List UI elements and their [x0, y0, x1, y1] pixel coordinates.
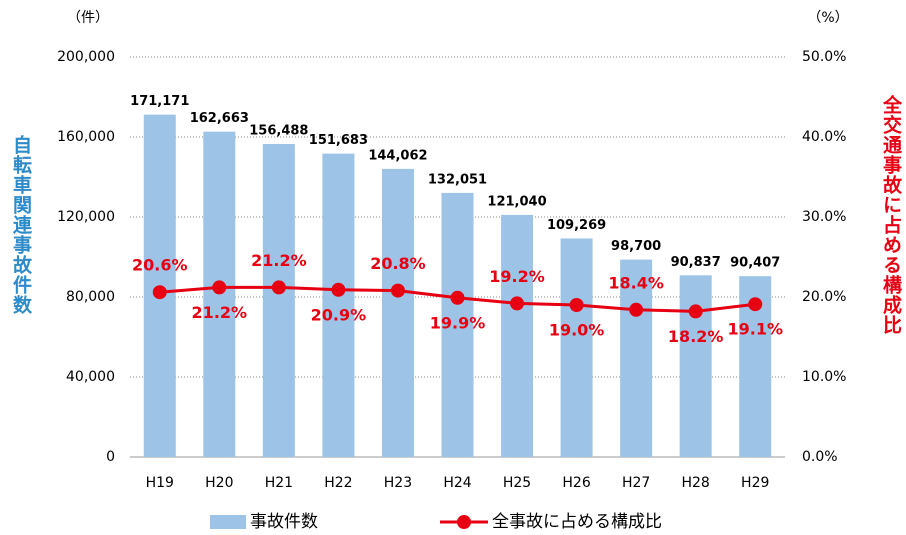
y2-axis-label: 全交通事故に占める構成比: [880, 95, 902, 335]
x-tick-label: H21: [265, 475, 293, 491]
bar-value-label: 90,407: [730, 256, 780, 271]
bar: [620, 259, 653, 457]
legend-swatch: [457, 515, 471, 529]
bar: [322, 153, 355, 457]
line-value-label: 21.2%: [251, 251, 307, 270]
bar-value-label: 121,040: [487, 194, 546, 209]
y-tick-label: 200,000: [57, 49, 115, 65]
y-tick-label: 120,000: [57, 209, 115, 225]
line-marker: [569, 298, 584, 312]
line-value-label: 19.1%: [727, 320, 783, 339]
y2-tick-label: 20.0%: [802, 289, 846, 305]
bar: [560, 238, 593, 457]
line-value-label: 18.2%: [668, 327, 724, 346]
y-tick-label: 160,000: [57, 129, 115, 145]
line-value-label: 20.8%: [370, 254, 426, 273]
bar: [441, 192, 474, 457]
y2-tick-label: 0.0%: [802, 449, 838, 465]
line-marker: [271, 280, 286, 295]
y-axis-label: 自転車関連事故件数: [10, 135, 32, 315]
line-marker: [152, 285, 167, 300]
line-marker: [510, 296, 525, 311]
x-tick-label: H25: [503, 475, 531, 491]
bar-value-label: 162,663: [190, 111, 249, 126]
x-tick-label: H20: [205, 475, 233, 491]
line-value-label: 19.2%: [489, 267, 545, 286]
line-value-label: 19.9%: [430, 313, 486, 332]
line-marker: [748, 297, 763, 312]
y-tick-label: 80,000: [66, 289, 115, 305]
line-value-label: 19.0%: [549, 321, 605, 340]
y-tick-label: 40,000: [66, 369, 115, 385]
line-marker: [688, 304, 703, 319]
legend-label: 全事故に占める構成比: [492, 512, 662, 532]
bar: [381, 168, 414, 457]
line-marker: [450, 290, 465, 305]
x-tick-label: H23: [384, 475, 412, 491]
bar-value-label: 109,269: [547, 218, 606, 233]
line-marker: [212, 280, 227, 295]
bar-value-label: 151,683: [309, 133, 368, 148]
y-tick-label: 0: [106, 449, 115, 465]
bar-value-label: 171,171: [130, 94, 189, 109]
bar: [501, 214, 534, 457]
line-marker: [629, 302, 644, 317]
line-value-label: 20.6%: [132, 256, 188, 275]
x-tick-label: H29: [741, 475, 769, 491]
x-tick-label: H28: [682, 475, 710, 491]
legend-swatch: [210, 515, 246, 529]
x-tick-label: H22: [324, 475, 352, 491]
line-value-label: 21.2%: [192, 303, 248, 322]
bar: [262, 144, 295, 458]
x-tick-label: H19: [146, 475, 174, 491]
bar: [679, 275, 712, 457]
bar-value-label: 90,837: [671, 255, 721, 270]
line-value-label: 20.9%: [311, 305, 367, 324]
y2-tick-label: 40.0%: [802, 129, 846, 145]
y2-tick-label: 50.0%: [802, 49, 846, 65]
line-marker: [331, 282, 346, 297]
x-tick-label: H24: [443, 475, 471, 491]
bar-value-label: 156,488: [249, 124, 308, 139]
legend-label: 事故件数: [250, 512, 318, 532]
y2-tick-label: 30.0%: [802, 209, 846, 225]
bar-value-label: 98,700: [611, 239, 661, 254]
y2-tick-label: 10.0%: [802, 369, 846, 385]
y2-unit: （%）: [807, 10, 848, 26]
x-tick-label: H27: [622, 475, 650, 491]
line-value-label: 18.4%: [608, 273, 664, 292]
y-unit: （件）: [67, 10, 109, 26]
bar-value-label: 132,051: [428, 172, 487, 187]
line-marker: [390, 283, 405, 298]
bar-value-label: 144,062: [368, 148, 427, 163]
x-tick-label: H26: [562, 475, 590, 491]
